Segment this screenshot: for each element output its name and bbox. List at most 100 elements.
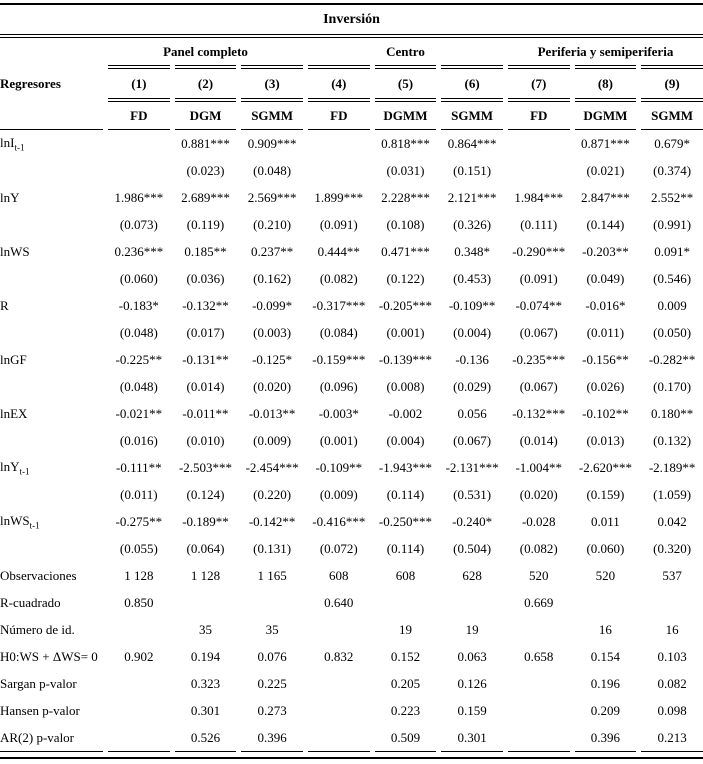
- value-cell: -0.416***: [312, 513, 366, 529]
- row-label: [0, 535, 103, 562]
- value-cell: 19: [398, 621, 412, 637]
- row-label-text: lnI: [0, 134, 15, 150]
- value-cell: 0.669: [524, 594, 554, 610]
- value-cell: [508, 157, 570, 184]
- value-cell: 1 128: [124, 567, 154, 583]
- method-header: DGMM: [574, 102, 637, 130]
- value-cell: (0.082): [519, 540, 558, 556]
- row-label: [0, 481, 103, 508]
- std-error-row: (0.016) (0.010) (0.009) (0.001) (0.004) (0.06…: [0, 427, 703, 454]
- value-cell: -0.109**: [315, 459, 363, 475]
- row-label: lnY: [0, 184, 103, 211]
- value-cell: 0.832: [324, 648, 354, 664]
- value-cell: [508, 130, 570, 157]
- value-cell: [307, 724, 370, 752]
- column-number-row: Regresores (1) (2) (3) (4) (5) (6) (7) (…: [0, 65, 703, 102]
- value-cell: (0.014): [186, 378, 225, 394]
- value-cell: (0.013): [586, 432, 625, 448]
- group-header-row: Panel completo Centro Periferia y semipe…: [0, 38, 703, 65]
- value-cell: 0.126: [457, 675, 487, 691]
- row-label: [0, 427, 103, 454]
- value-cell: (0.001): [386, 324, 425, 340]
- method-header: SGMM: [641, 102, 703, 130]
- std-error-row: (0.073) (0.119) (0.210) (0.091) (0.108) (0.32…: [0, 211, 703, 238]
- row-label-text: lnGF: [0, 351, 27, 367]
- value-cell: [641, 589, 703, 616]
- value-cell: -0.317***: [312, 297, 366, 313]
- value-cell: (0.004): [453, 324, 492, 340]
- table-row: lnWSt-1 -0.275** -0.189** -0.142** -0.416***…: [0, 508, 703, 535]
- value-cell: (0.026): [586, 378, 625, 394]
- value-cell: (0.010): [186, 432, 225, 448]
- value-cell: [108, 724, 170, 752]
- table-header: Panel completo Centro Periferia y semipe…: [0, 38, 703, 130]
- value-cell: (0.111): [520, 216, 558, 232]
- value-cell: (0.020): [519, 486, 558, 502]
- table-row: Observaciones 1 128 1 128 1 165 608 608 628 520…: [0, 562, 703, 589]
- value-cell: (0.991): [653, 216, 692, 232]
- table-row: lnGF -0.225** -0.131** -0.125* -0.159*** -0.1…: [0, 346, 703, 373]
- method-header: SGMM: [441, 102, 503, 130]
- std-error-row: (0.048) (0.014) (0.020) (0.096) (0.008) (0.02…: [0, 373, 703, 400]
- value-cell: 0.902: [124, 648, 154, 664]
- value-cell: (0.067): [519, 378, 558, 394]
- value-cell: (0.067): [453, 432, 492, 448]
- table-row: lnYt-1 -0.111** -2.503*** -2.454*** -0.109**…: [0, 454, 703, 481]
- column-number: (9): [641, 65, 703, 102]
- value-cell: 0.658: [524, 648, 554, 664]
- row-label: lnGF: [0, 346, 103, 373]
- row-label-text: lnWS: [0, 512, 30, 528]
- value-cell: (0.162): [253, 270, 292, 286]
- value-cell: -0.003*: [318, 405, 359, 421]
- value-cell: [575, 589, 637, 616]
- table-row: H0:WS + ΔWS= 0 0.902 0.194 0.076 0.832 0.152 0…: [0, 643, 703, 670]
- value-cell: -0.250***: [378, 513, 432, 529]
- value-cell: 0.871***: [581, 135, 630, 151]
- method-header: DGMM: [374, 102, 437, 130]
- row-label: Observaciones: [0, 562, 103, 589]
- value-cell: -1.943***: [378, 459, 432, 475]
- value-cell: 2.228***: [381, 189, 430, 205]
- value-cell: (0.048): [119, 324, 158, 340]
- column-number: (1): [108, 65, 170, 102]
- table-row: lnY 1.986*** 2.689*** 2.569*** 1.899*** 2.228…: [0, 184, 703, 211]
- value-cell: (0.326): [453, 216, 492, 232]
- value-cell: [175, 589, 237, 616]
- value-cell: 0.509: [374, 724, 437, 752]
- value-cell: 0.011: [591, 513, 620, 529]
- value-cell: 0.301: [441, 724, 503, 752]
- table-row: R-cuadrado 0.850 0.640 0.669: [0, 589, 703, 616]
- row-label-text: lnY: [0, 458, 20, 474]
- value-cell: (0.091): [319, 216, 358, 232]
- value-cell: -2.620***: [578, 459, 632, 475]
- value-cell: 35: [265, 621, 279, 637]
- table-row: Sargan p-valor 0.323 0.225 0.205 0.126 0.196 0…: [0, 670, 703, 697]
- group-centro: Centro: [386, 43, 425, 59]
- value-cell: -0.131**: [182, 351, 229, 367]
- value-cell: 0.103: [657, 648, 687, 664]
- row-label: lnWSt-1: [0, 508, 103, 535]
- value-cell: 0.082: [657, 675, 687, 691]
- value-cell: -0.275**: [115, 513, 163, 529]
- value-cell: -0.159***: [312, 351, 366, 367]
- value-cell: -2.454***: [245, 459, 299, 475]
- table-body: lnIt-1 0.881*** 0.909*** 0.818*** 0.864*** 0.…: [0, 130, 703, 752]
- value-cell: -0.235***: [512, 351, 566, 367]
- row-label-subscript: t-1: [14, 142, 25, 153]
- results-table: Panel completo Centro Periferia y semipe…: [0, 38, 703, 752]
- column-number: (8): [574, 65, 637, 102]
- value-cell: 0.185**: [184, 243, 227, 259]
- value-cell: (0.122): [386, 270, 425, 286]
- value-cell: (0.091): [519, 270, 558, 286]
- row-label: [0, 319, 103, 346]
- row-label: [0, 373, 103, 400]
- table-row: lnWS 0.236*** 0.185** 0.237** 0.444** 0.471**…: [0, 238, 703, 265]
- value-cell: 0.273: [257, 702, 287, 718]
- value-cell: -0.016*: [585, 297, 626, 313]
- value-cell: [108, 157, 170, 184]
- value-cell: 537: [662, 567, 682, 583]
- row-label-text: Hansen p-valor: [0, 702, 80, 718]
- value-cell: (0.453): [453, 270, 492, 286]
- value-cell: (0.023): [186, 162, 225, 178]
- value-cell: (0.060): [586, 540, 625, 556]
